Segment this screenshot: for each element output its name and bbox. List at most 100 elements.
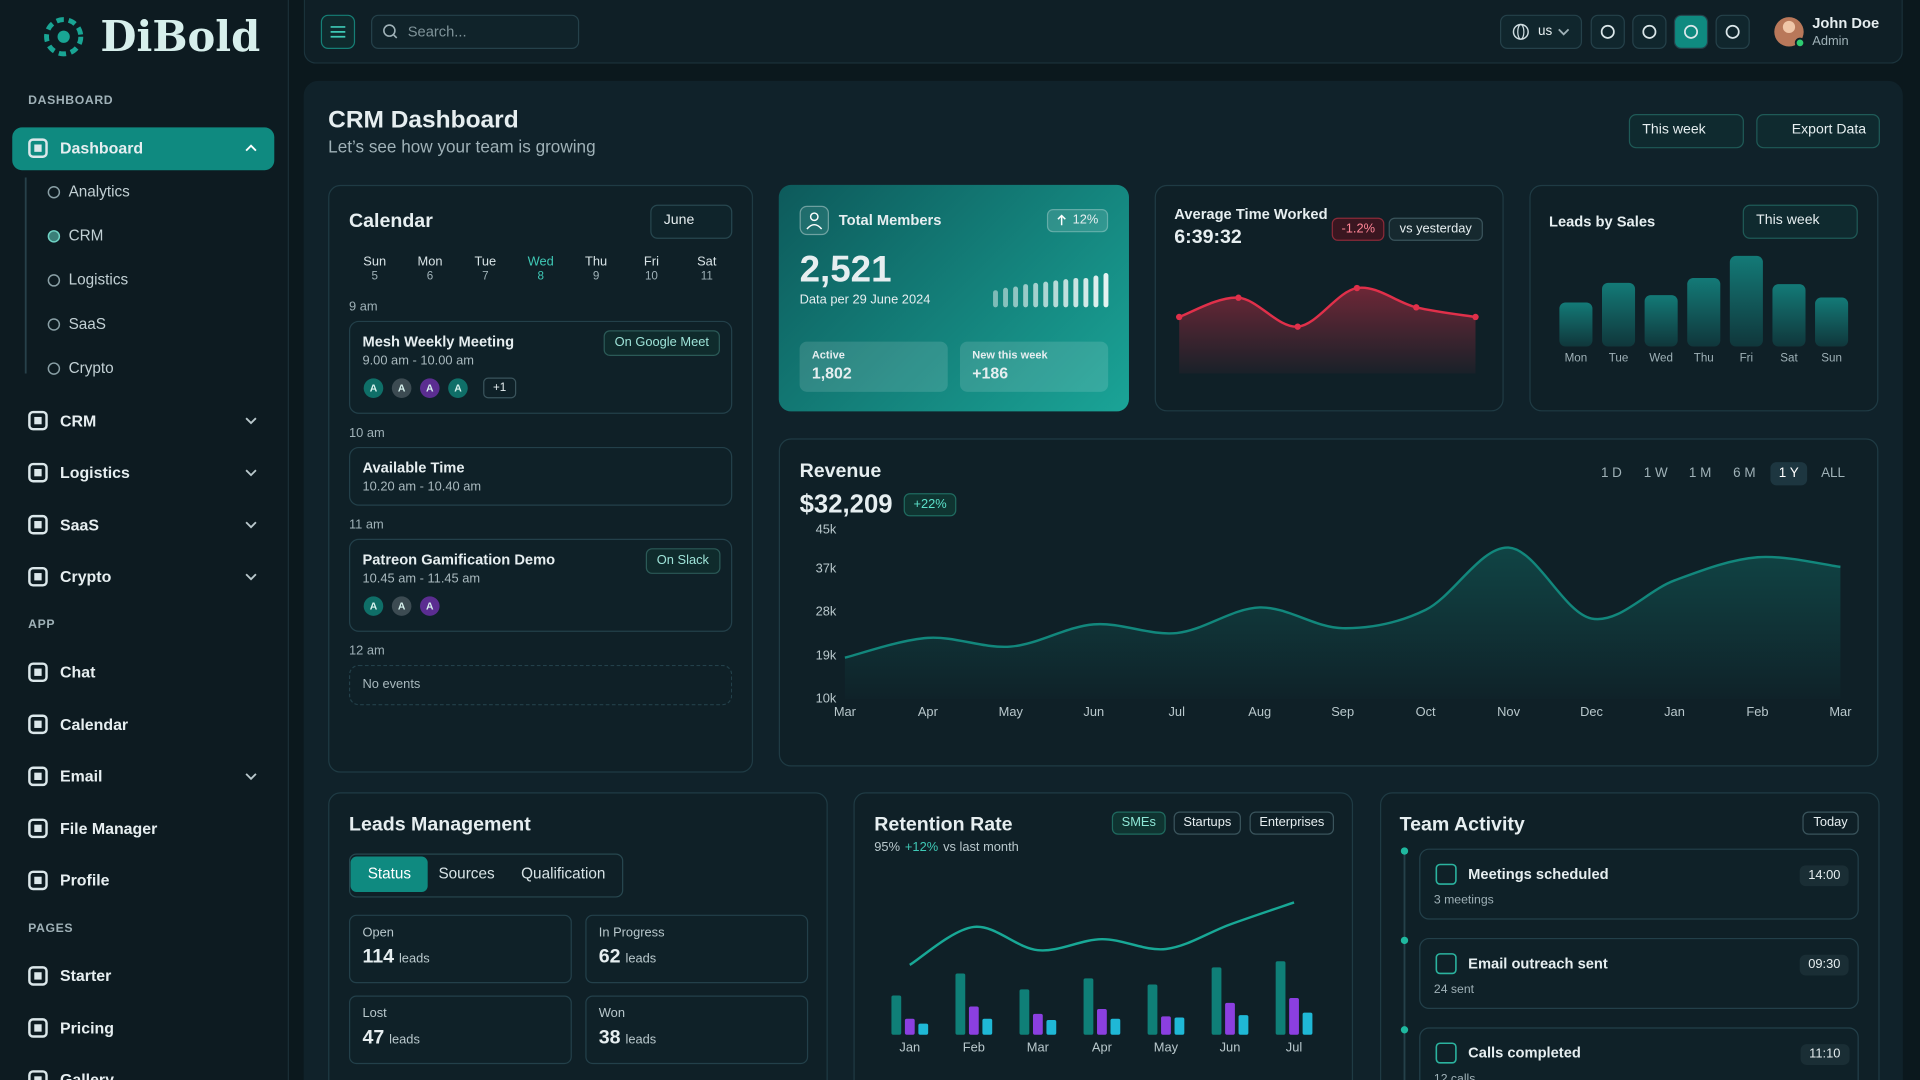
card-title: Average Time Worked [1174,205,1328,223]
day-date: 7 [482,269,489,284]
range-button[interactable]: 6 M [1733,465,1756,481]
day-name: Fri [643,254,659,270]
nav-sub-label: Crypto [68,359,114,377]
x-tick-label: Mar [1829,704,1852,720]
y-tick-label: 19k [815,648,837,663]
event[interactable] [348,446,733,506]
day-name: Thu [585,254,608,270]
nav-icon [34,824,42,833]
day-name: Mon [417,254,443,270]
activity-title: Email outreach sent [1468,954,1608,973]
tab[interactable]: Qualification [521,865,606,883]
search-box[interactable] [371,14,580,49]
card-title: Leads by Sales [1548,212,1656,230]
day-date: 10 [644,269,658,284]
filter-button[interactable]: SMEs [1111,811,1166,835]
bar [1815,297,1849,347]
toolbar-button[interactable] [1715,14,1750,49]
stat-label: Open [362,925,394,941]
slot-time: 12 am [348,643,385,659]
bar [1161,1016,1171,1035]
spark-bar [1023,284,1029,308]
kpi-value: $32,209 [799,490,893,519]
spark-bar [1033,282,1039,308]
bar [1211,967,1222,1035]
up-arrow [1057,214,1066,226]
x-tick-label: Aug [1248,704,1272,720]
spark-bar [1043,281,1049,308]
stat-label: Lost [362,1006,387,1021]
nav-item-active[interactable] [12,127,275,171]
attendee-avatar [363,596,384,616]
x-tick-label: Mon [1564,351,1588,366]
stat-value: 47 [362,1027,385,1049]
stat-unit: leads [398,951,430,967]
nav-icon [28,766,48,787]
y-tick-label: 10k [815,691,837,707]
filter-button[interactable]: Enterprises [1249,811,1335,835]
bar [1046,1020,1057,1035]
stat-value-row: 47 leads [362,1027,419,1049]
toolbar-icon [1642,24,1657,39]
period-badge[interactable]: Today [1802,811,1859,835]
range-button[interactable]: 1 Y [1770,462,1808,486]
summary-note: vs last month [943,840,1019,855]
event-tag: On Slack [645,548,720,574]
range-button[interactable]: 1 D [1600,465,1622,481]
bar [1772,284,1806,347]
day-date: 9 [592,269,600,284]
toggle-icon [330,26,346,38]
toolbar-icon [1600,24,1615,39]
period-select[interactable]: This week [1742,204,1858,239]
timeline-dot [1400,936,1409,945]
range-button[interactable]: 1 W [1643,465,1668,481]
nav-label: Starter [60,966,112,985]
point [1413,304,1420,311]
attendee-initial: A [454,381,462,395]
x-tick-label: Sat [1780,351,1798,366]
activity-icon [1435,953,1457,975]
stat-unit: leads [389,1032,420,1047]
tab[interactable]: Status [350,856,429,893]
bar [955,973,966,1035]
nav-icon [34,720,42,728]
chevron [245,521,257,529]
bar [1238,1015,1249,1035]
range-button[interactable]: ALL [1821,465,1846,481]
filter-button[interactable]: Startups [1173,811,1242,835]
toolbar-button[interactable] [1632,14,1667,49]
nav-label: Crypto [60,567,112,586]
toolbar-button[interactable] [1590,14,1625,49]
export-button[interactable]: Export Data [1756,114,1880,149]
nav-icon [28,818,48,839]
month-select[interactable]: June [650,204,733,239]
attendee-avatar [391,596,412,616]
line [844,546,1841,659]
change-badge: 12% [1046,209,1109,232]
nav-label: Profile [60,870,110,890]
kpi-note: Data per 29 June 2024 [799,292,931,307]
bar [891,995,902,1035]
event-title: Patreon Gamification Demo [362,550,556,568]
period-select[interactable]: This week [1628,114,1744,149]
x-tick-label: Sep [1331,704,1355,720]
point [1176,313,1183,321]
activity-title: Meetings scheduled [1468,865,1609,883]
spark-bar [1093,275,1099,308]
toolbar-button[interactable] [1673,14,1709,49]
x-tick-label: Jul [1285,1040,1303,1056]
nav-icon [28,870,48,891]
x-tick-label: Mar [1026,1040,1049,1056]
point [1235,294,1242,301]
stat-value: +186 [972,363,1009,383]
area [844,547,1841,700]
nav-label: Pricing [60,1018,114,1037]
nav-label: Chat [60,662,96,682]
nav-sub-label: SaaS [68,315,107,333]
members-icon-glyph [809,212,819,222]
nav-icon [34,876,42,885]
tab[interactable]: Sources [438,865,495,883]
x-tick-label: Jun [1083,704,1105,720]
range-button[interactable]: 1 M [1688,465,1712,481]
